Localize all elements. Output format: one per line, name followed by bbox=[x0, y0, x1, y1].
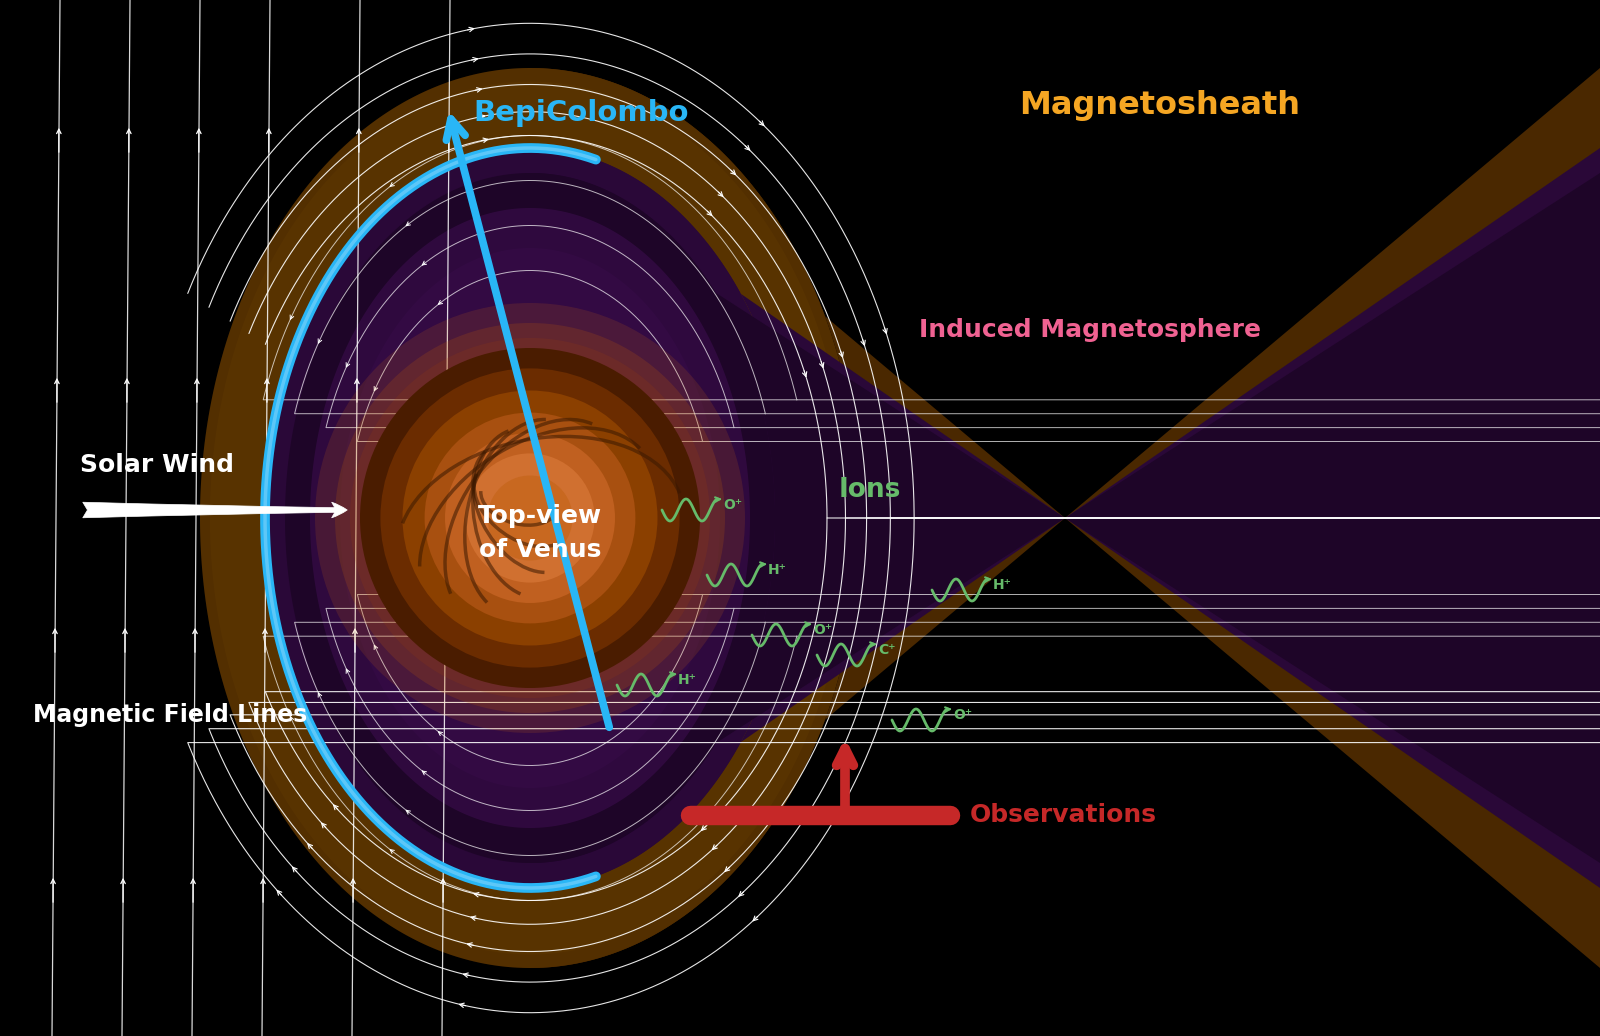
Polygon shape bbox=[310, 208, 750, 828]
Circle shape bbox=[350, 338, 710, 698]
Text: H⁺: H⁺ bbox=[768, 563, 787, 577]
Text: O⁺: O⁺ bbox=[954, 708, 973, 722]
Circle shape bbox=[488, 476, 573, 560]
Polygon shape bbox=[530, 173, 1600, 863]
Polygon shape bbox=[266, 148, 795, 888]
Text: C⁺: C⁺ bbox=[878, 643, 896, 657]
Polygon shape bbox=[339, 248, 720, 788]
Polygon shape bbox=[210, 82, 850, 954]
Text: O⁺: O⁺ bbox=[813, 623, 832, 637]
Polygon shape bbox=[530, 68, 1600, 968]
Text: BepiColombo: BepiColombo bbox=[474, 99, 688, 127]
Polygon shape bbox=[200, 68, 859, 968]
Circle shape bbox=[360, 348, 701, 688]
Polygon shape bbox=[530, 148, 1600, 888]
Text: Induced Magnetosphere: Induced Magnetosphere bbox=[918, 318, 1261, 342]
Text: Magnetosheath: Magnetosheath bbox=[1019, 90, 1301, 121]
Circle shape bbox=[334, 323, 725, 713]
Text: H⁺: H⁺ bbox=[994, 578, 1011, 592]
Circle shape bbox=[466, 454, 595, 582]
Text: Observations: Observations bbox=[970, 803, 1157, 827]
Text: Ions: Ions bbox=[838, 477, 901, 503]
Text: Top-view
of Venus: Top-view of Venus bbox=[478, 505, 602, 562]
Polygon shape bbox=[200, 68, 859, 968]
Text: Magnetic Field Lines: Magnetic Field Lines bbox=[34, 703, 307, 727]
Circle shape bbox=[403, 391, 658, 645]
Polygon shape bbox=[285, 173, 774, 863]
Text: H⁺: H⁺ bbox=[678, 673, 698, 687]
Circle shape bbox=[315, 303, 746, 733]
Text: Solar Wind: Solar Wind bbox=[80, 453, 234, 477]
Circle shape bbox=[445, 433, 614, 603]
Circle shape bbox=[381, 369, 680, 667]
Text: O⁺: O⁺ bbox=[723, 498, 742, 512]
Circle shape bbox=[424, 412, 635, 624]
